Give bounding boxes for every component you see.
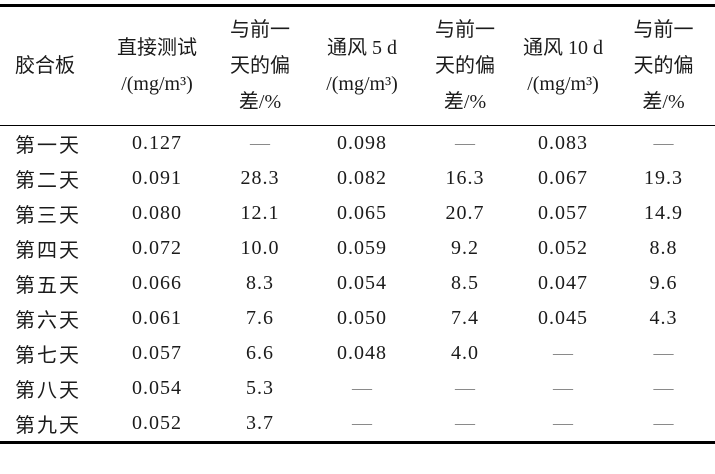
value-cell: 0.057 — [132, 342, 182, 364]
col-header-deviation-from-prev-day-2: 与前一 天的偏 差/% — [416, 5, 514, 126]
value-cell: 0.047 — [538, 272, 588, 294]
table-row: 第七天 0.057 6.6 0.048 4.0 — — — [0, 336, 715, 371]
table-row: 第六天 0.061 7.6 0.050 7.4 0.045 4.3 — [0, 301, 715, 336]
value-cell: 7.4 — [451, 307, 479, 329]
value-cell: 0.127 — [132, 132, 182, 154]
table-row: 第八天 0.054 5.3 — — — — — [0, 371, 715, 406]
value-cell: 7.6 — [246, 307, 274, 329]
table-row: 第五天 0.066 8.3 0.054 8.5 0.047 9.6 — [0, 266, 715, 301]
value-cell: 0.048 — [337, 342, 387, 364]
value-cell: 0.066 — [132, 272, 182, 294]
value-cell: 28.3 — [240, 167, 280, 189]
col-header-ventilation-5d: 通风 5 d /(mg/m³) — [308, 5, 416, 126]
row-label: 第五天 — [15, 275, 81, 297]
value-cell: 0.052 — [132, 412, 182, 434]
row-label: 第一天 — [15, 135, 81, 157]
value-cell: 10.0 — [240, 237, 280, 259]
value-cell: — — [653, 342, 674, 364]
value-cell: — — [553, 377, 573, 399]
value-cell: 0.091 — [132, 167, 182, 189]
value-cell: 0.057 — [538, 202, 588, 224]
value-cell: — — [553, 342, 573, 364]
value-cell: — — [352, 412, 372, 434]
value-cell: — — [653, 412, 674, 434]
value-cell: 0.080 — [132, 202, 182, 224]
value-cell: 0.083 — [538, 132, 588, 154]
table-row: 第四天 0.072 10.0 0.059 9.2 0.052 8.8 — [0, 231, 715, 266]
value-cell: 19.3 — [644, 167, 683, 189]
value-cell: 8.3 — [246, 272, 274, 294]
value-cell: 5.3 — [246, 377, 274, 399]
value-cell: — — [455, 412, 475, 434]
value-cell: 0.072 — [132, 237, 182, 259]
value-cell: 0.059 — [337, 237, 387, 259]
value-cell: 0.054 — [337, 272, 387, 294]
value-cell: 14.9 — [644, 202, 683, 224]
col-header-plywood: 胶合板 — [0, 5, 102, 126]
value-cell: 3.7 — [246, 412, 274, 434]
table-row: 第一天 0.127 — 0.098 — 0.083 — — [0, 126, 715, 162]
col-header-ventilation-10d: 通风 10 d /(mg/m³) — [514, 5, 612, 126]
value-cell: 0.082 — [337, 167, 387, 189]
col-header-direct-test: 直接测试 /(mg/m³) — [102, 5, 212, 126]
row-label: 第四天 — [15, 240, 81, 262]
value-cell: 0.050 — [337, 307, 387, 329]
value-cell: 0.065 — [337, 202, 387, 224]
value-cell: 4.0 — [451, 342, 479, 364]
row-label: 第六天 — [15, 310, 81, 332]
row-label: 第二天 — [15, 170, 81, 192]
table-body: 第一天 0.127 — 0.098 — 0.083 — 第二天 0.091 28… — [0, 126, 715, 443]
value-cell: 12.1 — [240, 202, 280, 224]
value-cell: 0.052 — [538, 237, 588, 259]
value-cell: — — [653, 377, 674, 399]
table-header: 胶合板 直接测试 /(mg/m³) 与前一 天的偏 差/% 通风 5 d /(m… — [0, 5, 715, 126]
value-cell: 9.6 — [649, 272, 678, 294]
value-cell: 8.5 — [451, 272, 479, 294]
value-cell: 0.067 — [538, 167, 588, 189]
page: 胶合板 直接测试 /(mg/m³) 与前一 天的偏 差/% 通风 5 d /(m… — [0, 4, 715, 444]
value-cell: — — [653, 132, 674, 154]
value-cell: 0.054 — [132, 377, 182, 399]
col-header-deviation-from-prev-day-1: 与前一 天的偏 差/% — [212, 5, 308, 126]
value-cell: 9.2 — [451, 237, 479, 259]
value-cell: 16.3 — [445, 167, 485, 189]
value-cell: 4.3 — [649, 307, 678, 329]
value-cell: 0.061 — [132, 307, 182, 329]
value-cell: — — [352, 377, 372, 399]
row-label: 第九天 — [15, 415, 81, 437]
col-header-deviation-from-prev-day-3: 与前一 天的偏 差/% — [612, 5, 715, 126]
table-row: 第三天 0.080 12.1 0.065 20.7 0.057 14.9 — [0, 196, 715, 231]
value-cell: 8.8 — [649, 237, 678, 259]
header-row: 胶合板 直接测试 /(mg/m³) 与前一 天的偏 差/% 通风 5 d /(m… — [0, 5, 715, 126]
value-cell: 0.045 — [538, 307, 588, 329]
plywood-measurement-table: 胶合板 直接测试 /(mg/m³) 与前一 天的偏 差/% 通风 5 d /(m… — [0, 4, 715, 444]
table-row: 第九天 0.052 3.7 — — — — — [0, 406, 715, 443]
value-cell: — — [250, 132, 270, 154]
row-label: 第七天 — [15, 345, 81, 367]
value-cell: 6.6 — [246, 342, 274, 364]
row-label: 第三天 — [15, 205, 81, 227]
table-row: 第二天 0.091 28.3 0.082 16.3 0.067 19.3 — [0, 161, 715, 196]
value-cell: 0.098 — [337, 132, 387, 154]
value-cell: — — [553, 412, 573, 434]
value-cell: 20.7 — [445, 202, 485, 224]
row-label: 第八天 — [15, 380, 81, 402]
value-cell: — — [455, 132, 475, 154]
value-cell: — — [455, 377, 475, 399]
